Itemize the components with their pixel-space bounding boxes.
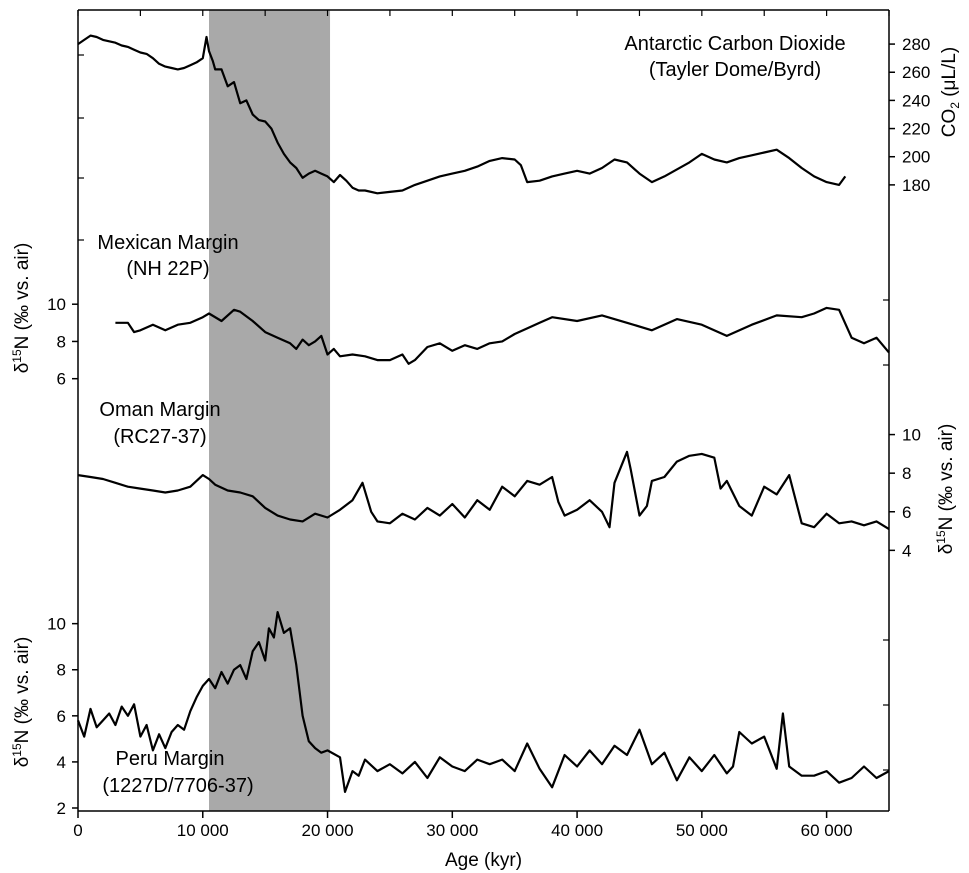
- co2-series-line: [77, 34, 847, 195]
- peru-y-tick-label: 10: [47, 615, 66, 634]
- oman-y-tick-label: 4: [902, 541, 911, 560]
- mexican-series-line: [115, 306, 890, 365]
- peru-y-tick-label: 6: [57, 707, 66, 726]
- peru-y-tick-label: 2: [57, 799, 66, 818]
- oman-series-line: [77, 450, 890, 531]
- x-axis-title: Age (kyr): [445, 850, 522, 871]
- oman-y-tick-label: 10: [902, 426, 921, 445]
- co2-y-tick-label: 180: [902, 176, 930, 195]
- peru-y-tick-label: 4: [57, 753, 66, 772]
- co2-y-tick-label: 200: [902, 148, 930, 167]
- peru-title-line1: Peru Margin: [116, 748, 225, 770]
- mexican-y-tick-label: 6: [57, 370, 66, 389]
- co2-y-tick-label: 220: [902, 120, 930, 139]
- oman-y-tick-label: 8: [902, 464, 911, 483]
- mexican-title-line1: Mexican Margin: [97, 232, 238, 254]
- mexican-axis-title: δ15N (‰ vs. air): [10, 243, 33, 374]
- peru-axis-title: δ15N (‰ vs. air): [10, 637, 33, 768]
- deglaciation-band: [209, 10, 331, 811]
- plot-frame: [77, 9, 890, 812]
- oman-title-line1: Oman Margin: [99, 399, 220, 421]
- co2-axis-title: CO2 (μL/L): [939, 47, 962, 137]
- mexican-y-tick-label: 8: [57, 332, 66, 351]
- x-tick-label: 10 000: [177, 821, 229, 840]
- peru-title-line2: (1227D/7706-37): [102, 775, 253, 797]
- peru-y-tick-label: 8: [57, 661, 66, 680]
- x-tick-label: 20 000: [302, 821, 354, 840]
- oman-title-line2: (RC27-37): [113, 426, 206, 448]
- x-tick-label: 0: [73, 821, 82, 840]
- axis-layer: 0 10 000 20 000 30 000 40 000 50 000 60 000 180…: [47, 10, 930, 840]
- co2-title-line1: Antarctic Carbon Dioxide: [624, 33, 845, 55]
- x-tick-label: 40 000: [551, 821, 603, 840]
- peru-series-line: [76, 611, 890, 793]
- oman-axis-title: δ15N (‰ vs. air): [934, 424, 957, 555]
- x-tick-label: 50 000: [676, 821, 728, 840]
- mexican-y-tick-label: 10: [47, 295, 66, 314]
- co2-y-tick-label: 240: [902, 91, 930, 110]
- x-tick-label: 30 000: [426, 821, 478, 840]
- co2-y-tick-label: 280: [902, 35, 930, 54]
- oman-y-tick-label: 6: [902, 503, 911, 522]
- x-tick-label: 60 000: [801, 821, 853, 840]
- co2-y-tick-label: 260: [902, 63, 930, 82]
- series-layer: [76, 34, 890, 793]
- mexican-title-line2: (NH 22P): [126, 258, 209, 280]
- co2-title-line2: (Tayler Dome/Byrd): [649, 59, 821, 81]
